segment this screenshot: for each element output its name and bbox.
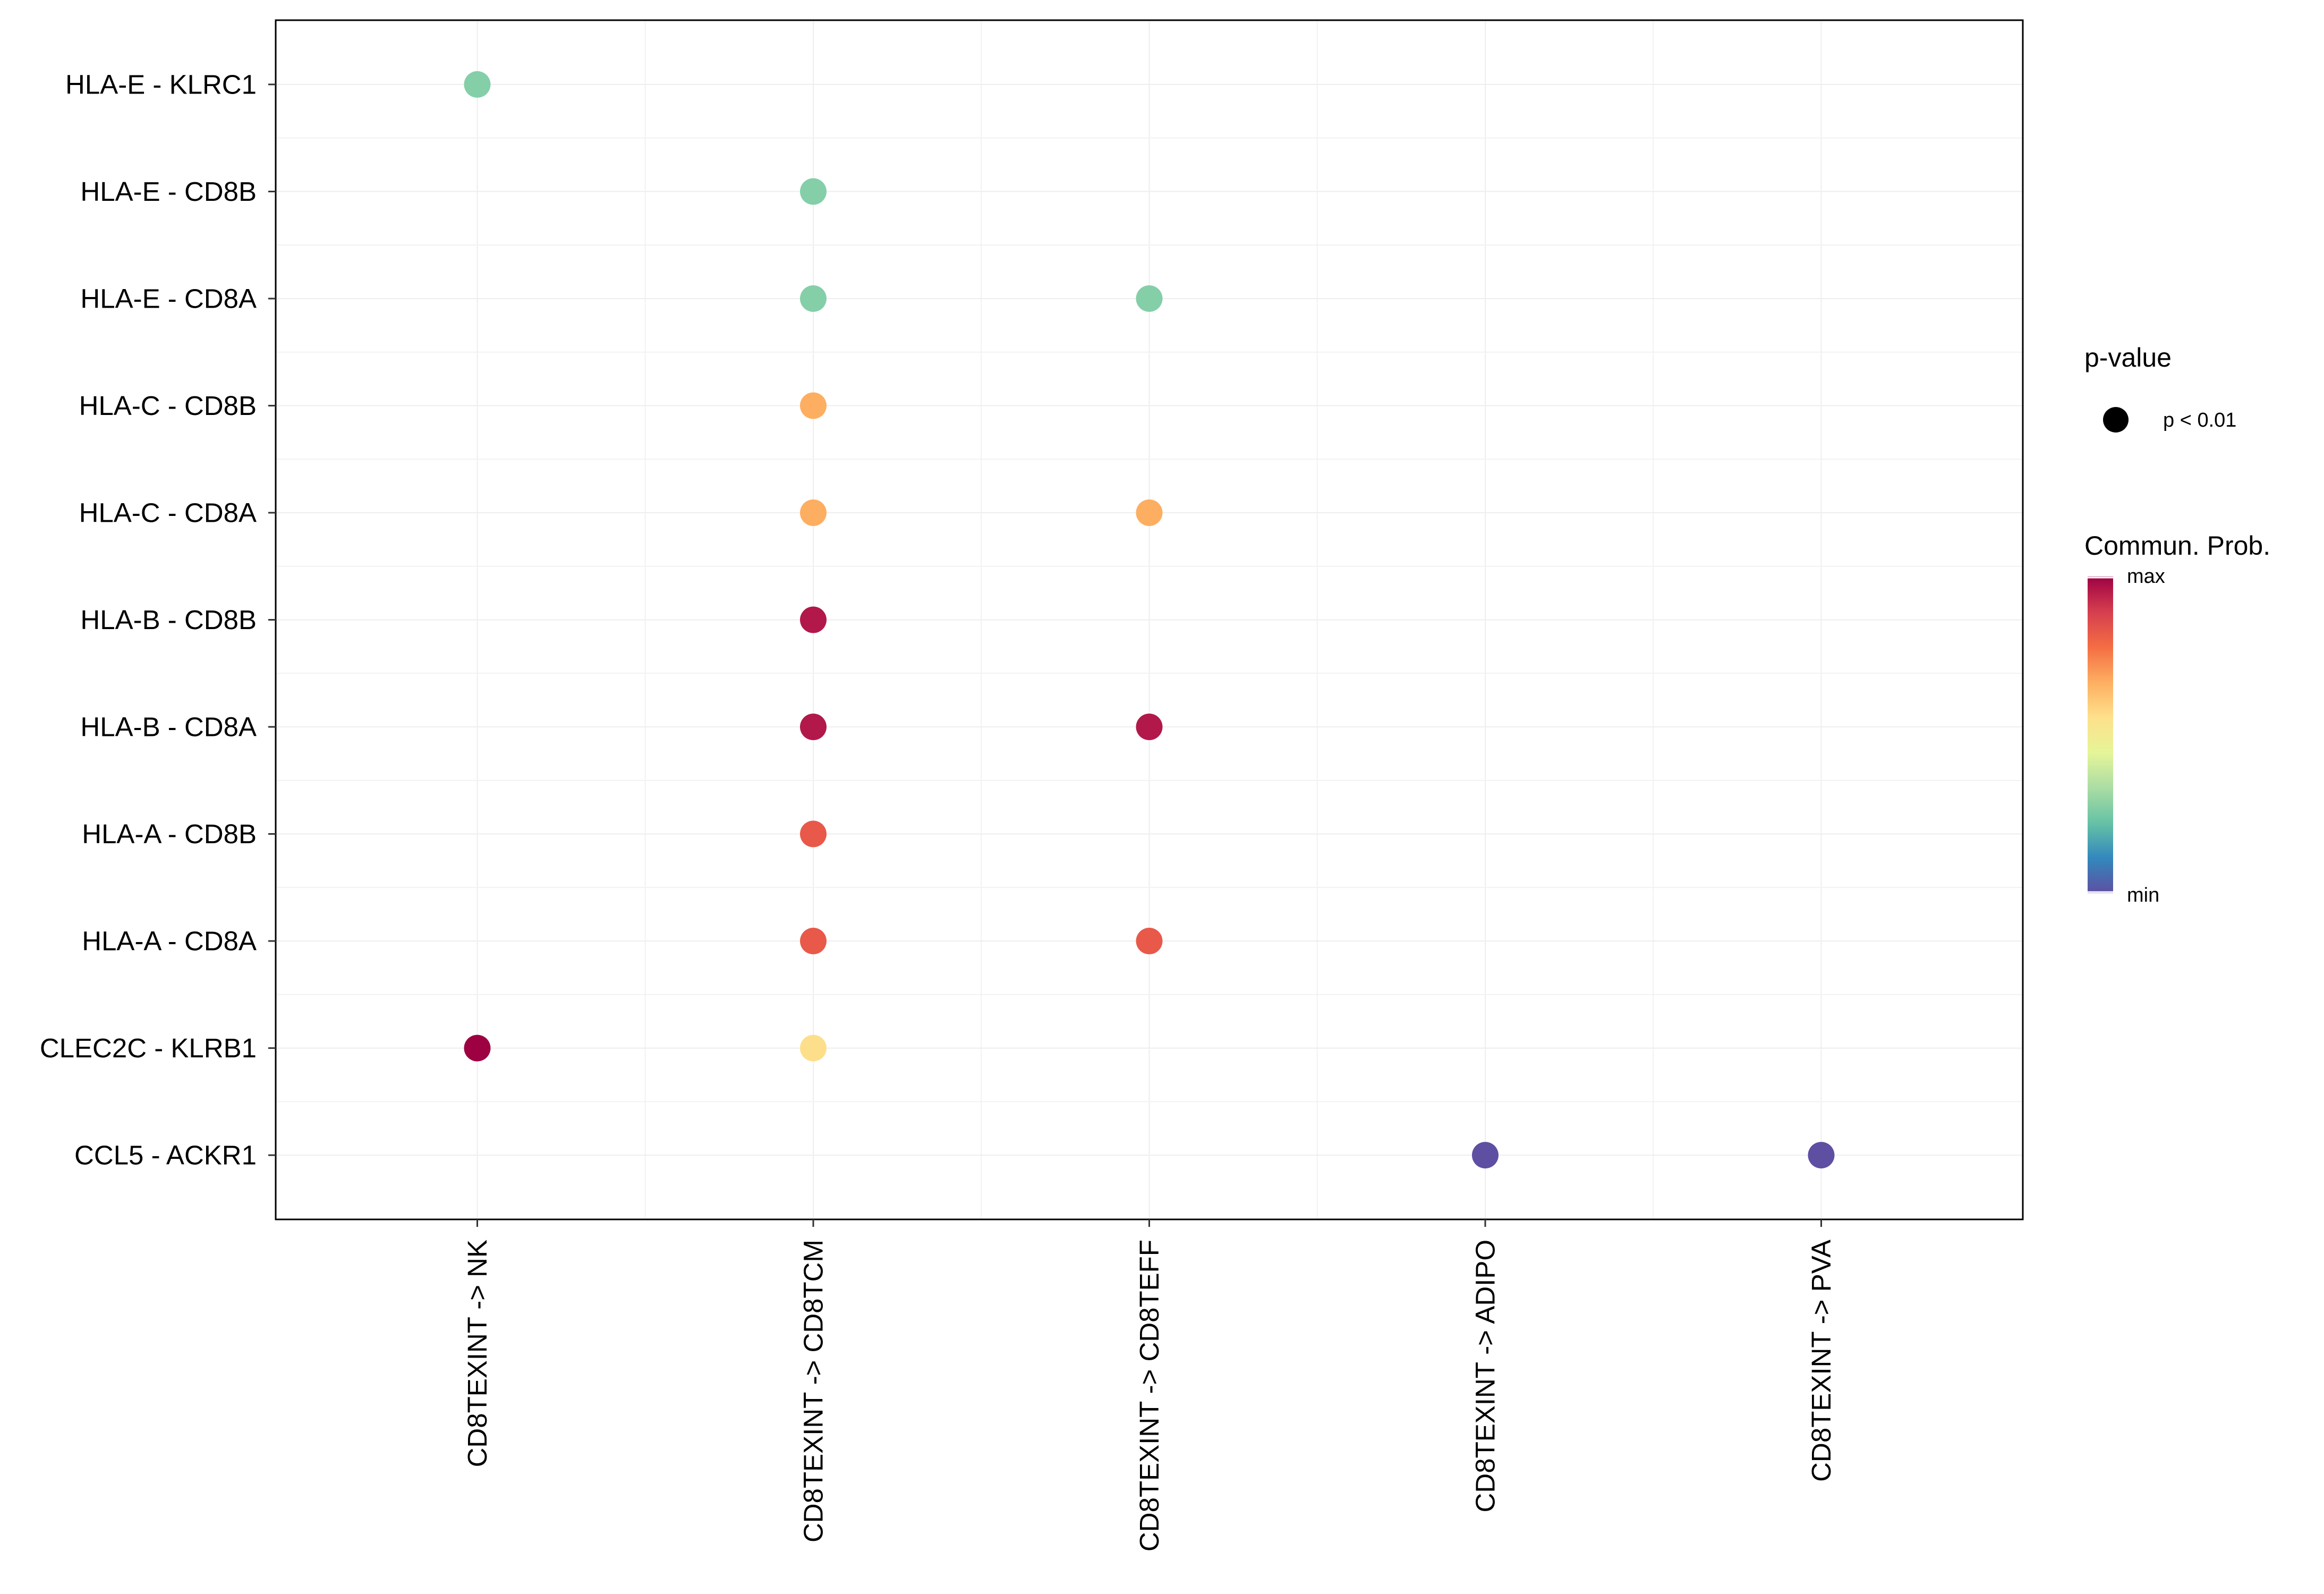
x-tick-label: CD8TEXINT -> CD8TCM <box>798 1240 829 1542</box>
y-tick-label: CLEC2C - KLRB1 <box>40 1033 257 1063</box>
legend: p-value p < 0.01 Commun. Prob. max min <box>2084 343 2270 906</box>
data-point <box>800 178 827 205</box>
y-tick-label: HLA-E - CD8B <box>80 176 257 207</box>
data-point <box>1136 928 1163 955</box>
data-point <box>1808 1142 1835 1169</box>
color-legend-max-label: max <box>2127 565 2165 588</box>
x-axis: CD8TEXINT -> NK CD8TEXINT -> CD8TCM CD8TEX… <box>462 1219 1836 1551</box>
data-point <box>800 606 827 633</box>
y-axis: HLA-E - KLRC1 HLA-E - CD8B HLA-E - CD8A HLA… <box>40 69 276 1171</box>
y-tick-label: HLA-E - KLRC1 <box>65 69 257 99</box>
data-point <box>1136 714 1163 741</box>
data-point <box>1136 499 1163 526</box>
y-tick-label: HLA-A - CD8A <box>82 926 257 956</box>
data-point <box>800 714 827 741</box>
x-tick-label: CD8TEXINT -> CD8TEFF <box>1134 1240 1164 1551</box>
pvalue-legend-dot <box>2103 407 2129 433</box>
data-point <box>800 392 827 419</box>
data-point <box>464 71 491 98</box>
y-tick-label: HLA-E - CD8A <box>80 283 257 313</box>
color-legend-title: Commun. Prob. <box>2084 531 2270 561</box>
y-tick-label: HLA-B - CD8B <box>80 605 257 635</box>
pvalue-legend-label: p < 0.01 <box>2163 409 2236 431</box>
data-point <box>800 928 827 955</box>
y-tick-label: HLA-A - CD8B <box>82 819 257 849</box>
data-point <box>1136 285 1163 312</box>
color-legend-bar <box>2088 576 2113 893</box>
x-tick-label: CD8TEXINT -> PVA <box>1806 1240 1836 1482</box>
color-legend-min-label: min <box>2127 884 2159 906</box>
y-tick-label: CCL5 - ACKR1 <box>74 1140 257 1171</box>
data-point <box>800 1035 827 1062</box>
pvalue-legend-title: p-value <box>2084 343 2172 372</box>
data-point <box>800 285 827 312</box>
data-point <box>464 1035 491 1062</box>
x-tick-label: CD8TEXINT -> NK <box>462 1240 492 1467</box>
data-point <box>1472 1142 1499 1169</box>
y-tick-label: HLA-B - CD8A <box>80 712 257 742</box>
y-tick-label: HLA-C - CD8B <box>79 391 257 421</box>
data-points <box>464 71 1835 1169</box>
data-point <box>800 499 827 526</box>
x-tick-label: CD8TEXINT -> ADIPO <box>1470 1240 1501 1512</box>
data-point <box>800 820 827 847</box>
y-tick-label: HLA-C - CD8A <box>79 497 257 528</box>
